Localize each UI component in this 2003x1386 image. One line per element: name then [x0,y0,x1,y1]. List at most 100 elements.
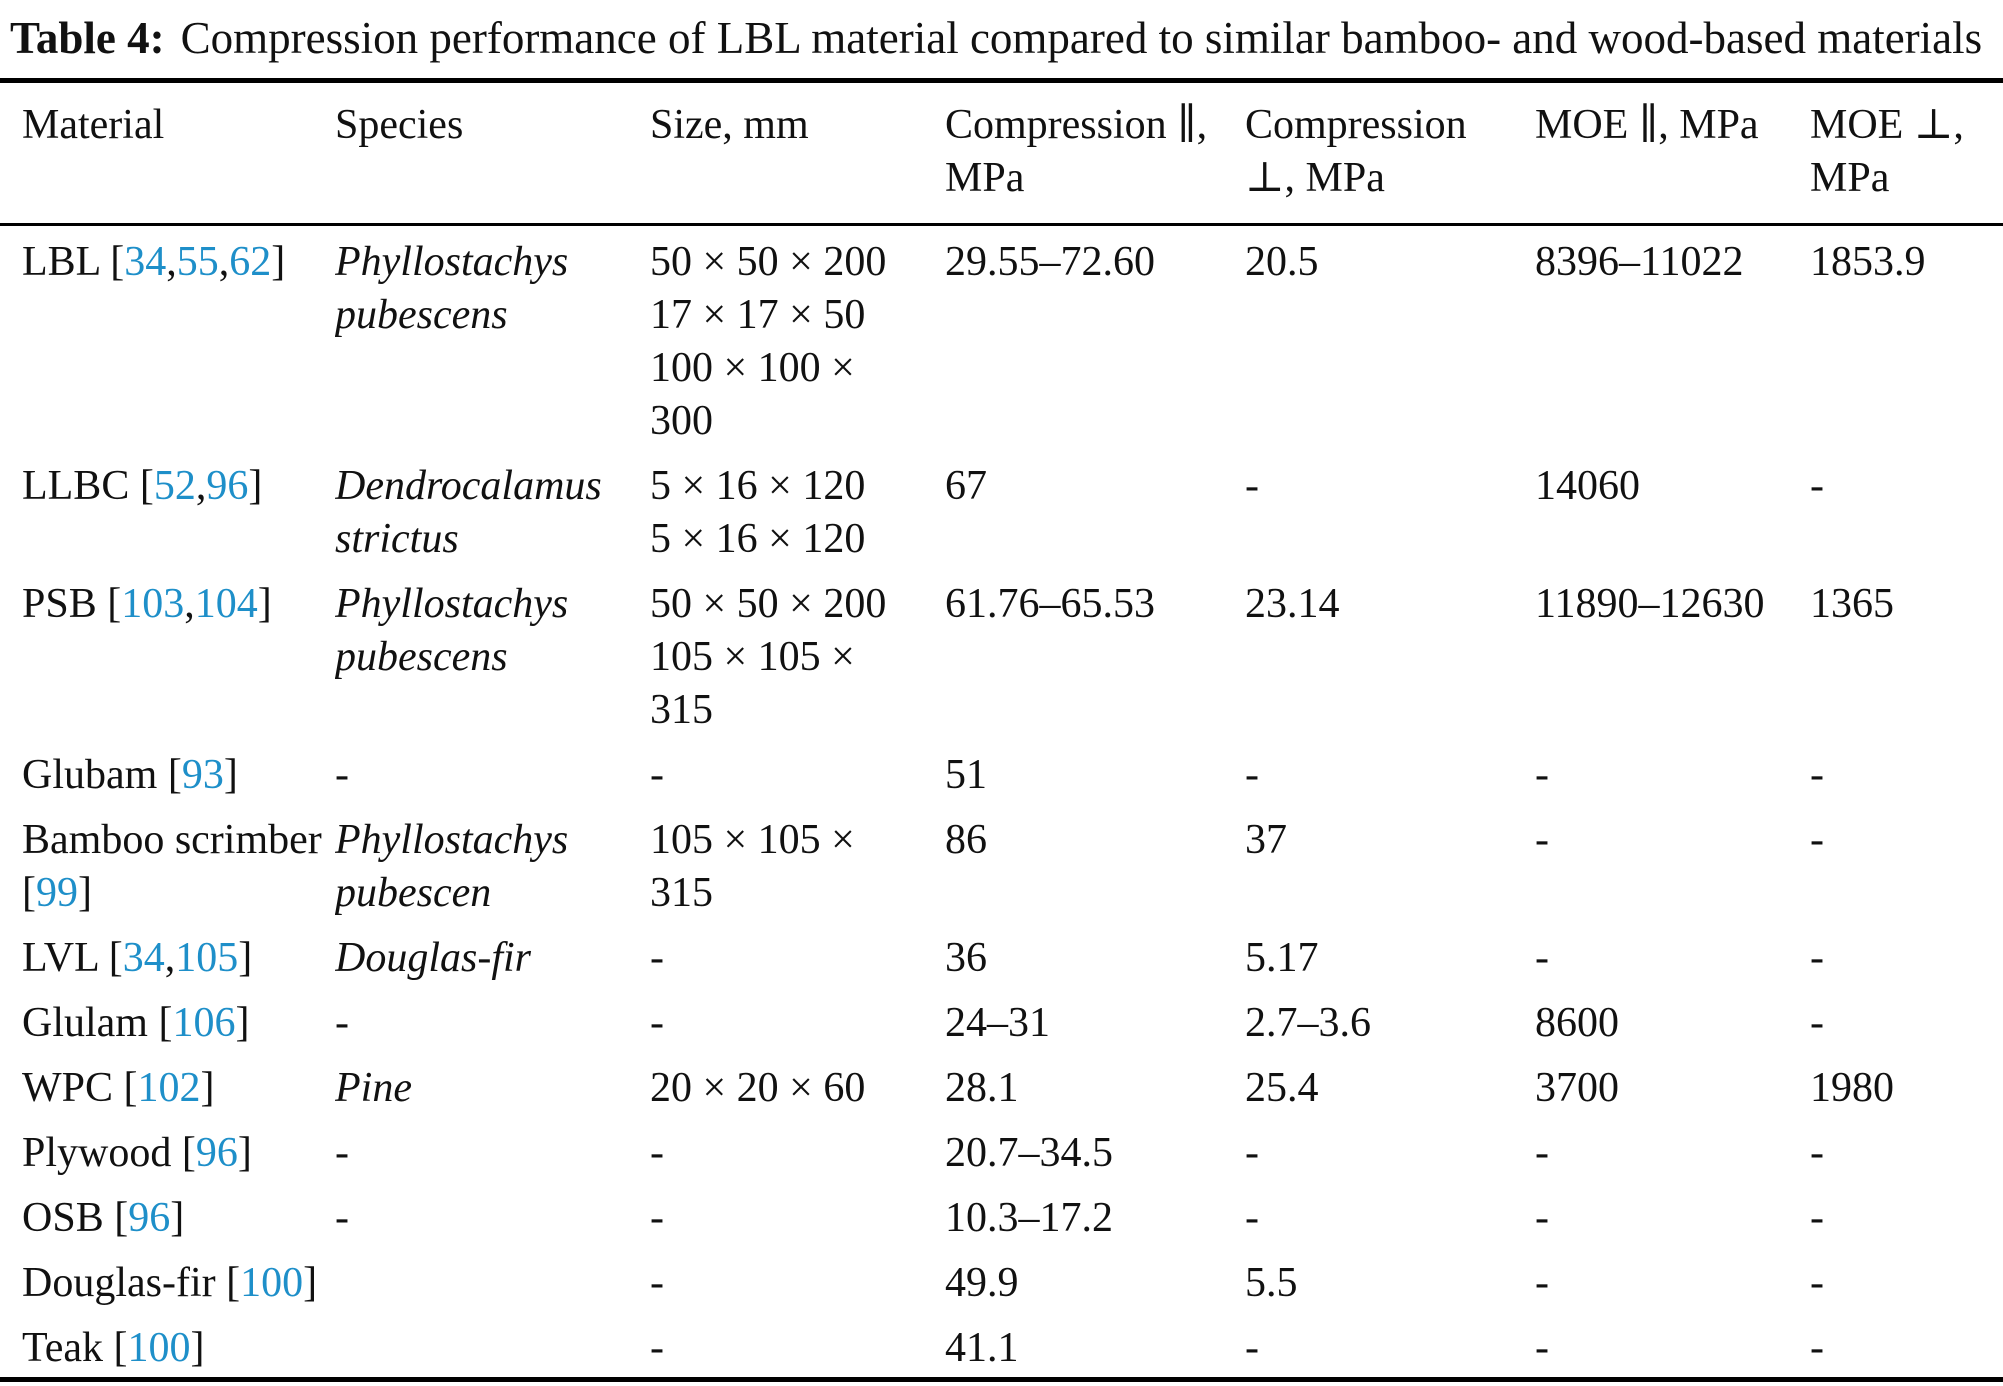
cell-moe_par: 8396–11022 [1535,239,1744,285]
citation-link[interactable]: 96 [206,463,249,509]
cell-species [335,1247,650,1312]
cell-comp_par: 61.76–65.53 [945,581,1155,627]
column-header-species: Species [335,80,650,226]
citation-link[interactable]: 102 [137,1065,201,1111]
citation-comma: , [164,935,176,981]
cell-moe_par: 3700 [1535,1065,1619,1111]
table-row: LBL [34,55,62] Phyllostachys pubescens 50 … [0,225,2003,451]
species-name: Phyllostachys pubescen [335,817,569,916]
citation-link[interactable]: 105 [175,935,239,981]
cell-moe_perp: - [1810,752,1824,798]
cell-moe_perp: - [1810,463,1824,509]
citation-bracket-close: ] [237,1130,252,1176]
cell-comp_par: 51 [945,752,987,798]
cell-comp_perp: - [1245,1195,1259,1241]
cell-sizes: 5 × 16 × 120 5 × 16 × 120 [650,450,945,568]
citation-link[interactable]: 96 [195,1130,238,1176]
column-header-line: Material [22,102,165,148]
column-header-line: ⊥, MPa [1245,155,1385,201]
cell-comp_par: 41.1 [945,1325,1019,1371]
size-value: 5 × 16 × 120 [650,516,866,562]
cell-comp_perp: 23.14 [1245,581,1340,627]
column-header-line: Size, mm [650,102,809,148]
citation-bracket-open: [ [167,752,182,798]
citation-link[interactable]: 100 [240,1260,304,1306]
cell-species: Douglas-fir [335,922,650,987]
citation-link[interactable]: 34 [122,935,165,981]
species-name: Dendrocalamus strictus [335,463,602,562]
citation-bracket-close: ] [190,1325,205,1371]
column-header-line: MPa [1810,155,1890,201]
cell-sizes: - [650,1325,664,1371]
cell-comp_perp: 5.17 [1245,935,1319,981]
cell-material: LLBC [52,96] [0,450,335,568]
citation-link[interactable]: 96 [128,1195,171,1241]
citation-bracket-open: [ [108,935,123,981]
citation-comma: , [218,239,230,285]
size-value: 100 × 100 × 300 [650,345,855,444]
cell-comp_par: 49.9 [945,1260,1019,1306]
size-value: 50 × 50 × 200 [650,581,887,627]
citation-link[interactable]: 100 [127,1325,191,1371]
species-name: Pine [335,1065,412,1111]
cell-moe_par: - [1535,1260,1549,1306]
citation-bracket-close: ] [271,239,286,285]
material-name: Glubam [22,752,158,798]
cell-comp_perp: 5.5 [1245,1260,1298,1306]
table-row: Teak [100] - 41.1 - - - [0,1312,2003,1380]
cell-comp_perp: - [1245,1325,1259,1371]
material-name: OSB [22,1195,104,1241]
cell-moe_perp: - [1810,1130,1824,1176]
citation-link[interactable]: 93 [181,752,224,798]
citation-link[interactable]: 34 [124,239,167,285]
cell-sizes: 105 × 105 × 315 [650,804,945,922]
cell-comp_par: 86 [945,817,987,863]
compression-table: Material Species Size, mm Compression ∥, MPa… [0,78,2003,1382]
cell-comp_par: 28.1 [945,1065,1019,1111]
table-row: Glulam [106] - -24–31 2.7–3.6 8600- [0,987,2003,1052]
table-row: Plywood [96] - -20.7–34.5- - - [0,1117,2003,1182]
citation-link[interactable]: 55 [176,239,219,285]
cell-moe_par: - [1535,752,1549,798]
cell-comp_perp: 2.7–3.6 [1245,1000,1371,1046]
table-header: Material Species Size, mm Compression ∥, MPa… [0,80,2003,226]
cell-species: - [335,1000,349,1046]
size-value: 50 × 50 × 200 [650,239,887,285]
cell-sizes: - [650,935,664,981]
column-header-line: MPa [945,155,1025,201]
material-name: WPC [22,1065,114,1111]
citation-link[interactable]: 62 [229,239,272,285]
cell-sizes: - [650,1195,664,1241]
cell-material: Douglas-fir [100] [0,1247,335,1312]
cell-moe_par: - [1535,1325,1549,1371]
citation-link[interactable]: 99 [36,870,78,916]
table-caption-label: Table 4: [10,13,165,63]
table-header-row: Material Species Size, mm Compression ∥, MPa… [0,80,2003,226]
column-header-line: Species [335,102,464,148]
citation-link[interactable]: 104 [194,581,258,627]
cell-sizes: - [650,1130,664,1176]
cell-comp_perp: 25.4 [1245,1065,1319,1111]
material-name: LLBC [22,463,130,509]
citation-bracket-close: ] [257,581,272,627]
citation-comma: , [166,239,177,285]
cell-material: PSB [103,104] [0,568,335,739]
cell-moe_perp: - [1810,935,1824,981]
table-row: Douglas-fir [100] - 49.9 5.5 - - [0,1247,2003,1312]
cell-moe_perp: - [1810,1325,1824,1371]
material-name: PSB [22,581,97,627]
citation-link[interactable]: 103 [121,581,185,627]
table-row: Glubam [93] - -51- - - [0,739,2003,804]
citation-link[interactable]: 52 [153,463,196,509]
citation-link[interactable]: 106 [172,1000,236,1046]
citation-bracket-open: [ [114,1195,129,1241]
cell-material: Glubam [93] [0,739,335,804]
material-name: Glulam [22,1000,148,1046]
species-name: Douglas-fir [335,935,532,981]
cell-species: Pine [335,1052,650,1117]
citation-bracket-close: ] [170,1195,185,1241]
column-header-size: Size, mm [650,80,945,226]
citation-bracket-close: ] [200,1065,215,1111]
cell-comp_perp: - [1245,1130,1259,1176]
size-value: 20 × 20 × 60 [650,1065,866,1111]
